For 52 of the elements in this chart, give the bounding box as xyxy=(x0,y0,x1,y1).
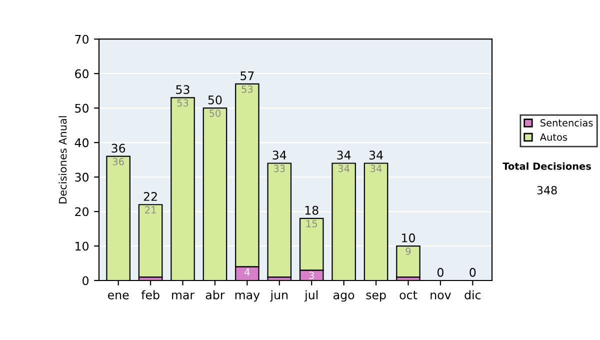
legend-label: Autos xyxy=(540,134,568,141)
total-label: 53 xyxy=(176,85,190,94)
legend-label: Sentencias xyxy=(540,118,593,127)
text: Total Decisiones xyxy=(502,162,591,170)
y-tick-label: 70 xyxy=(75,34,88,44)
x-tick-label: ene xyxy=(108,292,129,300)
data-label: 21 xyxy=(145,206,156,214)
bar xyxy=(396,245,420,278)
data-label: 9 xyxy=(406,248,411,255)
data-label: 34 xyxy=(338,164,350,172)
total-label: 34 xyxy=(337,150,351,160)
y-tick-label: 20 xyxy=(75,207,88,216)
x-tick-label: nov xyxy=(430,292,451,300)
total-label: 0 xyxy=(437,268,444,277)
data-label: 53 xyxy=(242,85,253,93)
x-tick-label: feb xyxy=(141,290,160,300)
total-label: 34 xyxy=(369,150,383,160)
y-tick-label: 60 xyxy=(75,69,88,78)
x-tick-label: oct xyxy=(400,290,418,300)
data-label: 4 xyxy=(244,268,250,276)
y-tick-label: 40 xyxy=(74,138,88,148)
y-axis-title: Decisiones Anual xyxy=(58,116,67,204)
total-label: 50 xyxy=(208,95,222,104)
data-label: 34 xyxy=(370,164,382,172)
x-tick-label: abr xyxy=(206,290,225,300)
x-tick-label: jul xyxy=(304,290,318,302)
x-tick-label: jun xyxy=(270,290,288,302)
total-label: 36 xyxy=(112,144,126,153)
x-tick-label: ago xyxy=(334,292,354,302)
data-label: 53 xyxy=(177,99,188,107)
data-label: 36 xyxy=(112,158,124,166)
total-label: 34 xyxy=(272,150,286,160)
data-label: 50 xyxy=(210,110,221,117)
x-tick-label: mar xyxy=(172,292,195,300)
y-tick-label: 10 xyxy=(76,242,88,251)
data-label: 15 xyxy=(306,220,317,228)
data-label: 3 xyxy=(309,272,314,280)
total-label: 22 xyxy=(144,192,157,201)
x-tick-label: sep xyxy=(366,292,386,302)
bar xyxy=(138,204,163,278)
bar xyxy=(267,162,292,278)
total-label: 10 xyxy=(402,233,415,242)
x-tick-label: may xyxy=(235,292,260,302)
data-label: 33 xyxy=(274,164,285,172)
y-tick-label: 50 xyxy=(75,104,88,113)
total-label: 57 xyxy=(240,71,254,80)
y-tick-label: 30 xyxy=(75,172,88,182)
text: 348 xyxy=(537,186,557,194)
y-tick-label: 0 xyxy=(82,276,88,286)
total-label: 18 xyxy=(305,206,318,215)
total-label: 0 xyxy=(470,268,476,277)
x-tick-label: dic xyxy=(464,290,481,300)
